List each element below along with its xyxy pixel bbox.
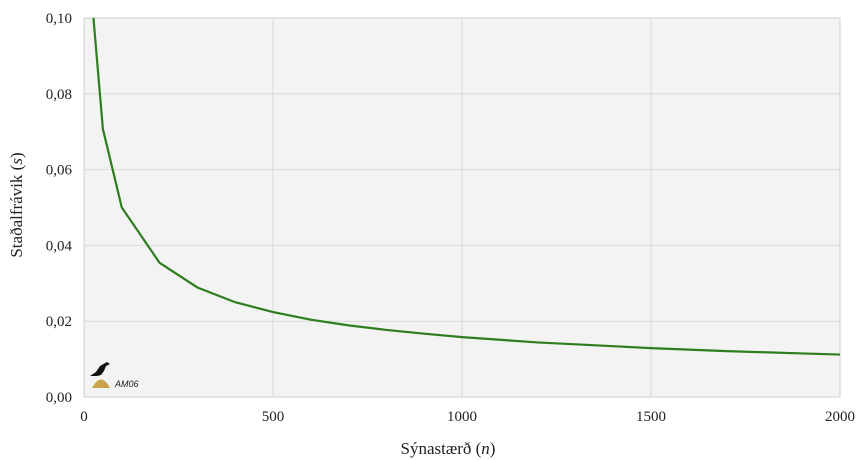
y-tick-label: 0,02 (46, 314, 72, 330)
x-tick-label: 2000 (825, 409, 855, 425)
y-axis-title: Staðalfrávik (s) (7, 152, 26, 257)
x-tick-label: 1000 (447, 409, 477, 425)
series-line (92, 17, 841, 356)
y-tick-label: 0,10 (46, 11, 72, 27)
x-tick-label: 1500 (636, 409, 666, 425)
raven-on-mound-icon (90, 362, 110, 376)
y-tick-labels: 0,00 0,02 0,04 0,06 0,08 0,10 (46, 11, 73, 406)
grid (84, 18, 840, 397)
mound-icon (92, 379, 110, 388)
x-tick-label: 0 (80, 409, 88, 425)
y-tick-label: 0,08 (46, 87, 72, 103)
x-tick-label: 500 (262, 409, 285, 425)
y-tick-label: 0,00 (46, 390, 72, 406)
logo: AM06 (90, 362, 139, 389)
x-axis-title: Sýnastærð (n) (401, 439, 496, 458)
y-tick-label: 0,06 (46, 163, 73, 179)
y-tick-label: 0,04 (46, 238, 73, 254)
logo-text: AM06 (114, 379, 139, 389)
x-tick-labels: 0 500 1000 1500 2000 (80, 409, 855, 425)
